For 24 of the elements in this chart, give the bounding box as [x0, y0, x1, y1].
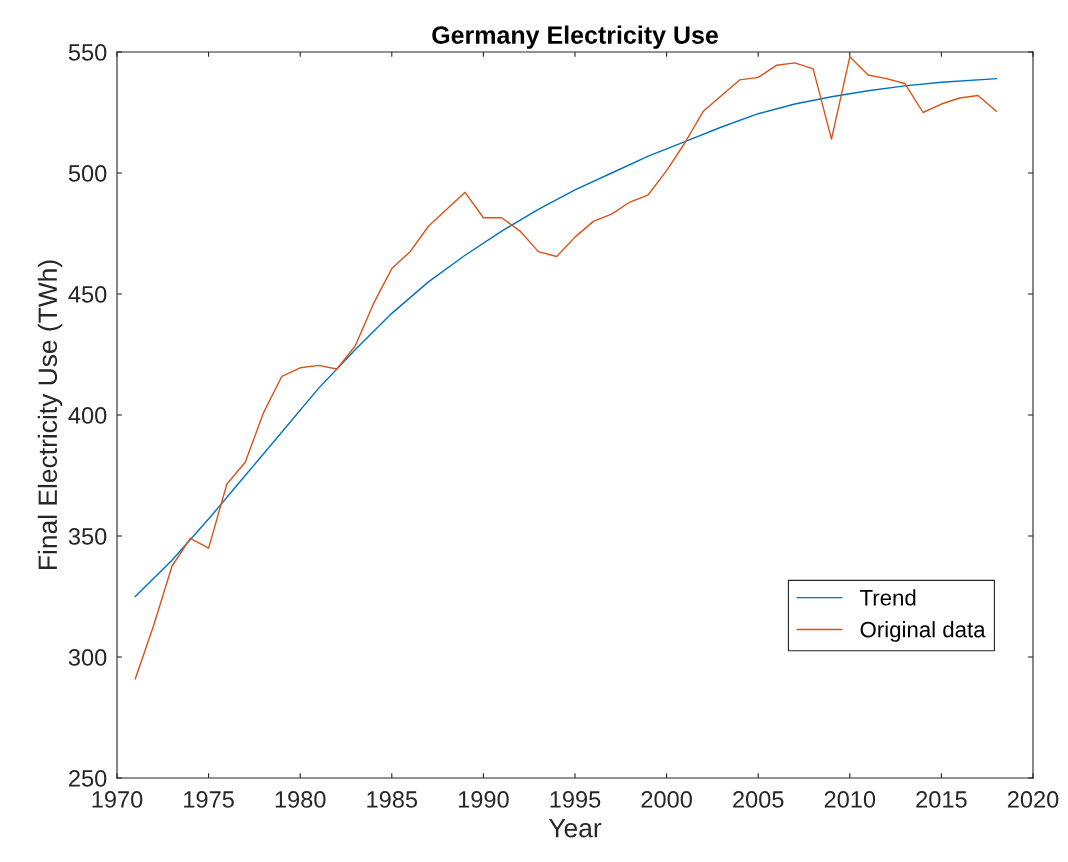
x-tick-label: 2010	[824, 791, 876, 808]
legend-label: Original data	[860, 621, 986, 642]
y-tick-label: 250	[69, 770, 107, 787]
y-tick-label: 450	[68, 286, 107, 303]
x-tick-label: 1975	[184, 791, 234, 808]
y-tick-label: 500	[68, 165, 107, 182]
x-tick-label: 1990	[458, 791, 509, 808]
y-tick-label: 300	[68, 649, 107, 666]
x-tick-label: 1980	[275, 791, 326, 808]
x-tick-label: 2020	[1007, 791, 1059, 808]
y-tick-label: 400	[68, 407, 107, 424]
y-tick-label: 350	[68, 528, 107, 545]
x-tick-label: 2000	[641, 791, 692, 808]
y-axis-title: Final Electricity Use (TWh)	[37, 260, 63, 569]
chart-title: Germany Electricity Use	[432, 25, 718, 49]
y-tick-label: 550	[68, 44, 107, 61]
x-tick-label: 2005	[733, 791, 784, 808]
x-tick-label: 1970	[92, 791, 143, 808]
x-axis-title: Year	[548, 819, 602, 838]
line-series	[134, 56, 998, 680]
x-tick-label: 1995	[550, 791, 601, 808]
x-tick-label: 2015	[916, 791, 967, 808]
x-tick-label: 1985	[367, 791, 418, 808]
legend-label: Trend	[860, 589, 916, 606]
